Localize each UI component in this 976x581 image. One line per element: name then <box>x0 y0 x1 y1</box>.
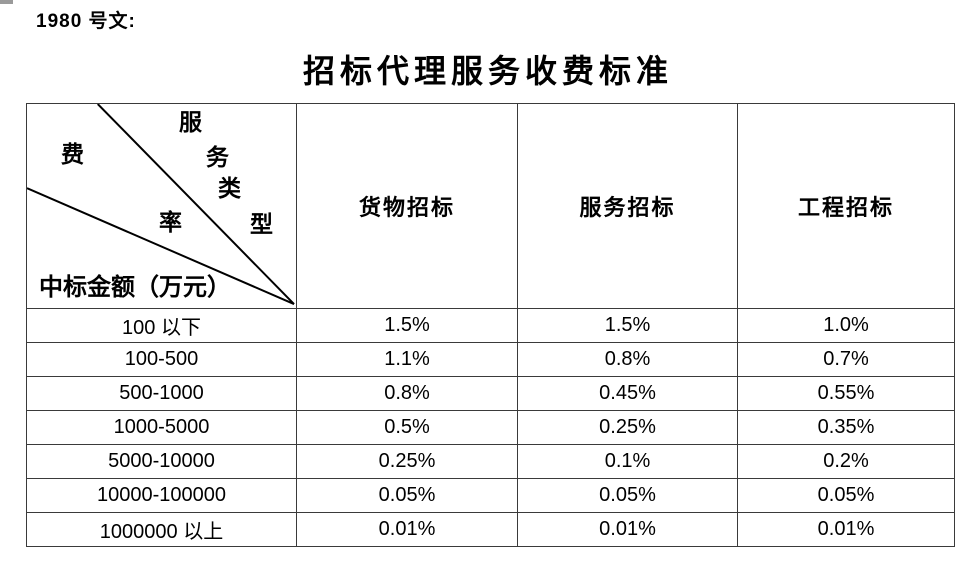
row-range-label: 1000-5000 <box>26 410 297 445</box>
fee-value: 0.7% <box>737 342 955 377</box>
fee-value: 1.0% <box>737 308 955 343</box>
col-header-engineering: 工程招标 <box>737 103 955 309</box>
row-range-label: 100-500 <box>26 342 297 377</box>
fee-value: 0.05% <box>296 478 518 513</box>
fee-value: 0.05% <box>517 478 738 513</box>
fee-standard-table: 服 务 类 型 费 率 中标金额（万元） 货物招标 服务招标 工程招标 100 … <box>26 103 955 547</box>
corner-label-rate-char: 率 <box>159 210 182 235</box>
fee-value: 0.8% <box>517 342 738 377</box>
fee-value: 0.5% <box>296 410 518 445</box>
fee-value: 0.05% <box>737 478 955 513</box>
table-row: 1000000 以上 0.01% 0.01% 0.01% <box>26 512 955 547</box>
table-header-row: 服 务 类 型 费 率 中标金额（万元） 货物招标 服务招标 工程招标 <box>26 103 955 309</box>
fee-value: 0.01% <box>737 512 955 547</box>
table-row: 5000-10000 0.25% 0.1% 0.2% <box>26 444 955 479</box>
col-header-service: 服务招标 <box>517 103 738 309</box>
row-range-label: 1000000 以上 <box>26 512 297 547</box>
col-header-goods: 货物招标 <box>296 103 518 309</box>
row-range-label: 500-1000 <box>26 376 297 411</box>
fee-value: 1.5% <box>517 308 738 343</box>
corner-label-service-char: 服 <box>179 110 202 135</box>
fee-value: 0.2% <box>737 444 955 479</box>
diagonal-split-lines <box>27 104 295 305</box>
page-title: 招标代理服务收费标准 <box>302 53 673 89</box>
fee-value: 0.01% <box>517 512 738 547</box>
corner-cell: 服 务 类 型 费 率 中标金额（万元） <box>26 103 297 309</box>
table-row: 10000-100000 0.05% 0.05% 0.05% <box>26 478 955 513</box>
table-row: 500-1000 0.8% 0.45% 0.55% <box>26 376 955 411</box>
table-row: 100-500 1.1% 0.8% 0.7% <box>26 342 955 377</box>
corner-label-amount: 中标金额（万元） <box>39 275 231 301</box>
fee-value: 0.55% <box>737 376 955 411</box>
fee-value: 0.8% <box>296 376 518 411</box>
fee-value: 0.25% <box>517 410 738 445</box>
doc-number-label: 1980 号文: <box>36 11 136 32</box>
fee-value: 0.1% <box>517 444 738 479</box>
corner-label-service-char: 类 <box>218 176 241 201</box>
scan-artifact <box>0 0 13 4</box>
fee-value: 0.35% <box>737 410 955 445</box>
fee-value: 0.45% <box>517 376 738 411</box>
row-range-label: 5000-10000 <box>26 444 297 479</box>
corner-label-service-char: 型 <box>250 212 273 237</box>
table-row: 1000-5000 0.5% 0.25% 0.35% <box>26 410 955 445</box>
corner-label-service-char: 务 <box>206 145 229 170</box>
corner-label-rate-char: 费 <box>61 142 84 167</box>
row-range-label: 10000-100000 <box>26 478 297 513</box>
fee-value: 0.01% <box>296 512 518 547</box>
fee-value: 1.1% <box>296 342 518 377</box>
table-row: 100 以下 1.5% 1.5% 1.0% <box>26 308 955 343</box>
row-range-label: 100 以下 <box>26 308 297 343</box>
fee-value: 0.25% <box>296 444 518 479</box>
fee-value: 1.5% <box>296 308 518 343</box>
